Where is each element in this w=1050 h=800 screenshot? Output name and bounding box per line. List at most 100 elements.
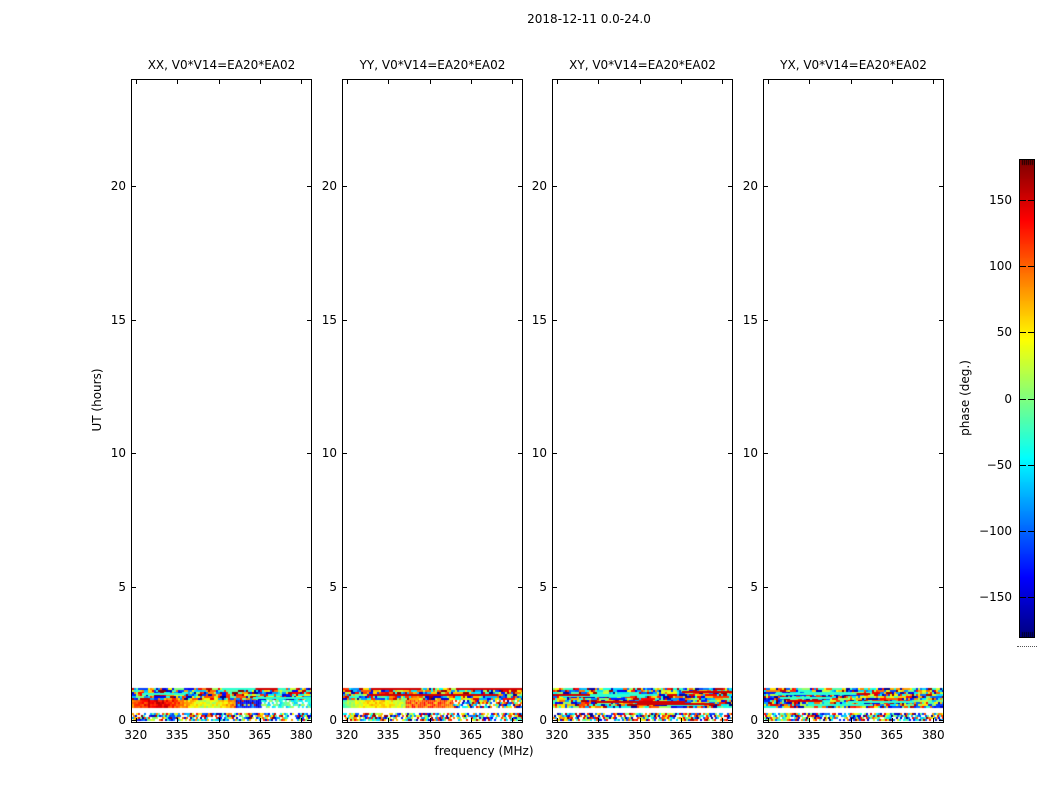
colorbar-tick-label: −50 <box>986 457 1012 472</box>
x-tick-label: 380 <box>710 728 734 742</box>
y-tick-label: 15 <box>531 312 547 327</box>
x-tick-label: 335 <box>797 728 821 742</box>
x-tick-mark-top <box>809 80 811 84</box>
x-tick-label: 335 <box>165 728 189 742</box>
panel-title-xx: XX, V0*V14=EA20*EA02 <box>147 58 296 72</box>
x-tick-mark <box>891 718 893 722</box>
x-tick-label: 350 <box>628 728 651 742</box>
y-tick-mark-right <box>307 319 311 321</box>
colorbar-tick-mark-right <box>1028 531 1034 532</box>
x-tick-mark-top <box>556 80 558 84</box>
y-tick-label: 15 <box>110 312 126 327</box>
x-tick-mark <box>809 718 811 722</box>
heatmap-canvas-xy <box>553 80 732 722</box>
colorbar-tick-mark-right <box>1028 465 1034 466</box>
colorbar-tick-mark <box>1020 266 1026 267</box>
x-tick-mark <box>850 718 852 722</box>
x-tick-label: 365 <box>248 728 272 742</box>
x-tick-mark-top <box>933 80 935 84</box>
y-tick-label: 20 <box>531 179 547 193</box>
x-tick-mark <box>680 718 682 722</box>
y-tick-label: 20 <box>110 179 126 193</box>
y-tick-mark <box>764 186 768 187</box>
x-tick-mark-top <box>429 80 431 84</box>
y-tick-label: 5 <box>329 579 337 594</box>
panel-title-xy: XY, V0*V14=EA20*EA02 <box>569 58 716 72</box>
colorbar <box>1019 159 1035 638</box>
y-tick-mark-right <box>518 586 522 588</box>
heatmap-canvas-yy <box>343 80 522 722</box>
colorbar-tick-mark-right <box>1028 399 1034 400</box>
y-tick-mark-right <box>728 453 732 454</box>
x-tick-label: 335 <box>586 728 610 742</box>
x-tick-mark <box>639 718 641 722</box>
x-tick-mark <box>429 718 431 722</box>
x-tick-mark-top <box>639 80 641 84</box>
y-tick-mark-right <box>518 186 522 187</box>
x-tick-mark <box>933 718 935 722</box>
x-tick-mark-top <box>680 80 682 84</box>
x-tick-mark <box>346 718 348 722</box>
x-tick-mark <box>177 718 179 722</box>
y-tick-label: 0 <box>750 713 758 727</box>
x-axis-label: frequency (MHz) <box>434 744 534 758</box>
x-tick-label: 365 <box>669 728 693 742</box>
panel-title-yx: YX, V0*V14=EA20*EA02 <box>780 58 927 72</box>
x-tick-label: 380 <box>289 728 313 742</box>
y-tick-label: 15 <box>321 312 337 327</box>
x-tick-label: 320 <box>756 728 780 742</box>
y-tick-mark-right <box>307 586 311 588</box>
colorbar-tick-label: 150 <box>989 192 1012 207</box>
y-tick-mark-right <box>307 453 311 454</box>
y-tick-label: 0 <box>329 713 337 727</box>
y-tick-mark-right <box>518 319 522 321</box>
colorbar-tick-mark <box>1020 332 1026 333</box>
colorbar-tick-mark-right <box>1028 266 1034 267</box>
x-tick-mark-top <box>346 80 348 84</box>
x-tick-mark-top <box>177 80 179 84</box>
colorbar-tick-mark <box>1020 399 1026 400</box>
x-tick-mark <box>259 718 261 722</box>
y-tick-mark-right <box>728 586 732 588</box>
y-tick-label: 10 <box>531 446 547 460</box>
y-axis-label: UT (hours) <box>90 368 104 432</box>
colorbar-tick-mark-right <box>1028 597 1034 598</box>
y-tick-mark <box>132 453 136 454</box>
x-tick-label: 365 <box>459 728 483 742</box>
x-tick-mark <box>767 718 769 722</box>
x-tick-mark <box>512 718 514 722</box>
y-tick-mark-right <box>518 453 522 454</box>
y-tick-label: 5 <box>539 579 547 594</box>
x-tick-mark-top <box>301 80 303 84</box>
heatmap-panel-yy <box>342 79 523 723</box>
y-tick-mark-right <box>728 720 732 721</box>
colorbar-tick-label: −100 <box>979 523 1012 538</box>
x-tick-mark-top <box>512 80 514 84</box>
y-tick-label: 15 <box>742 312 758 327</box>
x-tick-label: 350 <box>207 728 230 742</box>
panel-title-yy: YY, V0*V14=EA20*EA02 <box>359 58 506 72</box>
x-tick-mark-top <box>767 80 769 84</box>
x-tick-label: 320 <box>124 728 148 742</box>
x-tick-mark <box>556 718 558 722</box>
colorbar-tick-label: 0 <box>1004 391 1012 406</box>
y-tick-mark <box>343 720 347 721</box>
x-tick-label: 320 <box>545 728 569 742</box>
y-tick-label: 0 <box>118 713 126 727</box>
x-tick-label: 335 <box>376 728 400 742</box>
x-tick-mark <box>301 718 303 722</box>
y-tick-mark <box>553 720 557 721</box>
heatmap-panel-xx <box>131 79 312 723</box>
figure-title: 2018-12-11 0.0-24.0 <box>527 12 651 26</box>
x-tick-mark <box>388 718 390 722</box>
x-tick-mark <box>135 718 137 722</box>
y-tick-mark <box>132 720 136 721</box>
y-tick-mark <box>553 453 557 454</box>
x-tick-label: 320 <box>335 728 359 742</box>
y-tick-mark <box>343 319 347 321</box>
x-tick-label: 380 <box>921 728 945 742</box>
colorbar-tick-mark <box>1020 465 1026 466</box>
y-tick-label: 20 <box>742 179 758 193</box>
y-tick-mark <box>764 720 768 721</box>
